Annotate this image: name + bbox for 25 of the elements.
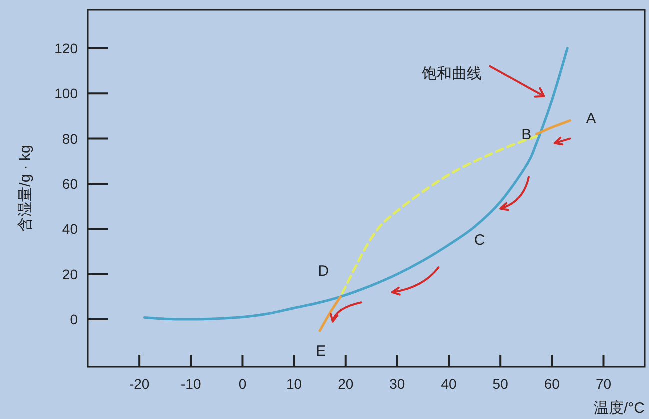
y-tick-label: 40 xyxy=(62,221,78,238)
y-tick-label: 100 xyxy=(54,86,78,102)
annotation: E xyxy=(316,342,326,360)
x-tick-label: 40 xyxy=(441,376,458,392)
x-axis-title: 温度/°C xyxy=(594,400,646,417)
x-tick-label: 10 xyxy=(286,376,302,392)
x-tick-label: 70 xyxy=(596,376,612,392)
annotation: B xyxy=(522,126,532,144)
x-tick-label: 20 xyxy=(338,376,354,392)
y-tick-label: 60 xyxy=(62,176,78,192)
annotation: 饱和曲线 xyxy=(421,65,482,82)
y-axis-title: 含湿量/g · kg xyxy=(17,145,34,232)
annotation: C xyxy=(474,232,486,249)
y-tick-label: 0 xyxy=(70,312,78,328)
x-tick-label: 0 xyxy=(238,376,247,392)
y-tick-label: 120 xyxy=(54,40,78,56)
y-tick-label: 80 xyxy=(62,130,78,147)
x-tick-label: 50 xyxy=(492,376,509,392)
x-tick-label: 60 xyxy=(544,376,560,392)
x-tick-label: -20 xyxy=(129,376,150,392)
annotation: D xyxy=(318,262,330,280)
x-tick-label: -10 xyxy=(181,376,202,392)
y-tick-label: 20 xyxy=(62,266,78,282)
annotation: A xyxy=(586,110,596,128)
x-tick-label: 30 xyxy=(390,376,406,392)
